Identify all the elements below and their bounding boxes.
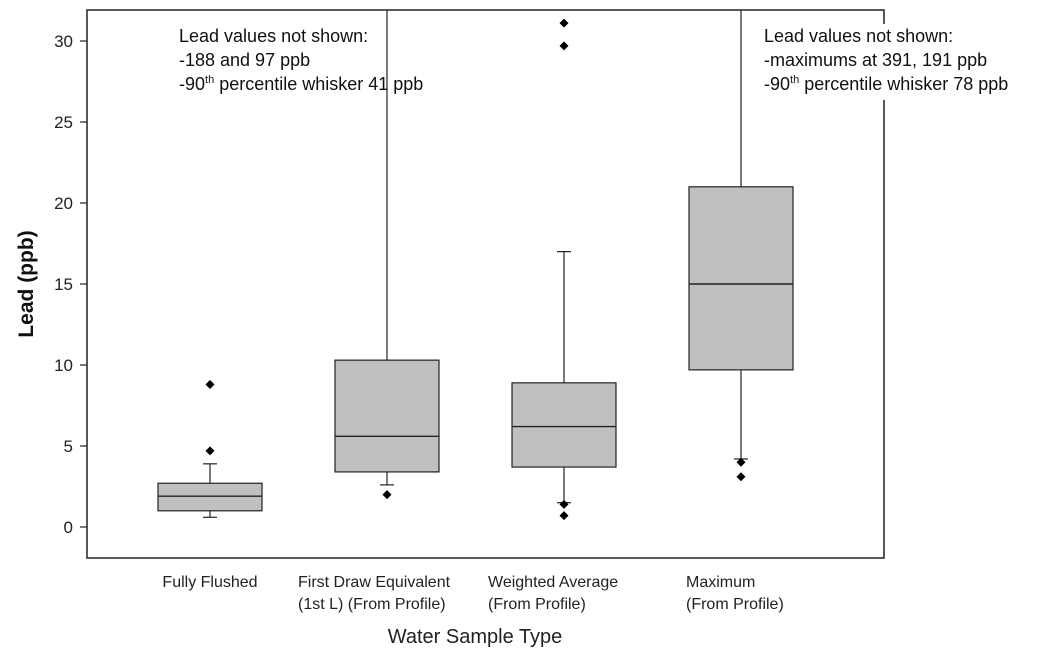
category-label: Maximum — [686, 574, 755, 591]
category-label: Weighted Average — [488, 574, 618, 591]
category-label: Fully Flushed — [162, 574, 257, 591]
outlier-point — [382, 490, 392, 500]
outlier-point — [559, 18, 569, 28]
y-axis: 0 5 10 15 20 25 30 — [54, 32, 87, 537]
annotation-right-line2: -90th percentile whisker 78 ppb — [764, 74, 1009, 94]
category-label: (From Profile) — [488, 596, 586, 613]
boxes — [157, 10, 794, 521]
outlier-point — [205, 446, 215, 456]
annotation-right: Lead values not shown: -maximums at 391,… — [758, 24, 1015, 100]
y-tick-label: 20 — [54, 194, 73, 213]
annotation-right-heading: Lead values not shown: — [764, 26, 954, 46]
y-axis-title: Lead (ppb) — [15, 230, 38, 337]
annotation-left-line2: -90th percentile whisker 41 ppb — [179, 74, 424, 94]
box-3 — [511, 18, 617, 521]
y-tick-label: 30 — [54, 32, 73, 51]
y-tick-label: 25 — [54, 113, 73, 132]
box-1 — [157, 379, 263, 518]
category-labels: Fully Flushed First Draw Equivalent (1st L… — [162, 574, 783, 613]
category-label: (From Profile) — [686, 596, 784, 613]
annotation-left-heading: Lead values not shown: — [179, 26, 369, 46]
iqr-box — [157, 482, 263, 512]
category-label: First Draw Equivalent — [298, 574, 451, 591]
y-tick-label: 15 — [54, 275, 73, 294]
outlier-point — [736, 457, 746, 467]
y-tick-label: 0 — [64, 518, 73, 537]
outlier-point — [205, 379, 215, 389]
annotation-left: Lead values not shown: -188 and 97 ppb -… — [179, 24, 423, 96]
outlier-point — [559, 499, 569, 509]
box-4 — [688, 10, 794, 482]
outlier-point — [559, 41, 569, 51]
iqr-box — [688, 186, 794, 371]
annotation-left-line1: -188 and 97 ppb — [179, 50, 311, 70]
outlier-point — [559, 511, 569, 521]
y-tick-label: 5 — [64, 437, 73, 456]
category-label: (1st L) (From Profile) — [298, 596, 446, 613]
iqr-box — [511, 382, 617, 468]
outlier-point — [736, 472, 746, 482]
annotation-right-line1: -maximums at 391, 191 ppb — [764, 50, 988, 70]
y-tick-label: 10 — [54, 356, 73, 375]
box-2 — [334, 10, 440, 500]
x-axis-title: Water Sample Type — [388, 626, 563, 648]
iqr-box — [334, 359, 440, 473]
